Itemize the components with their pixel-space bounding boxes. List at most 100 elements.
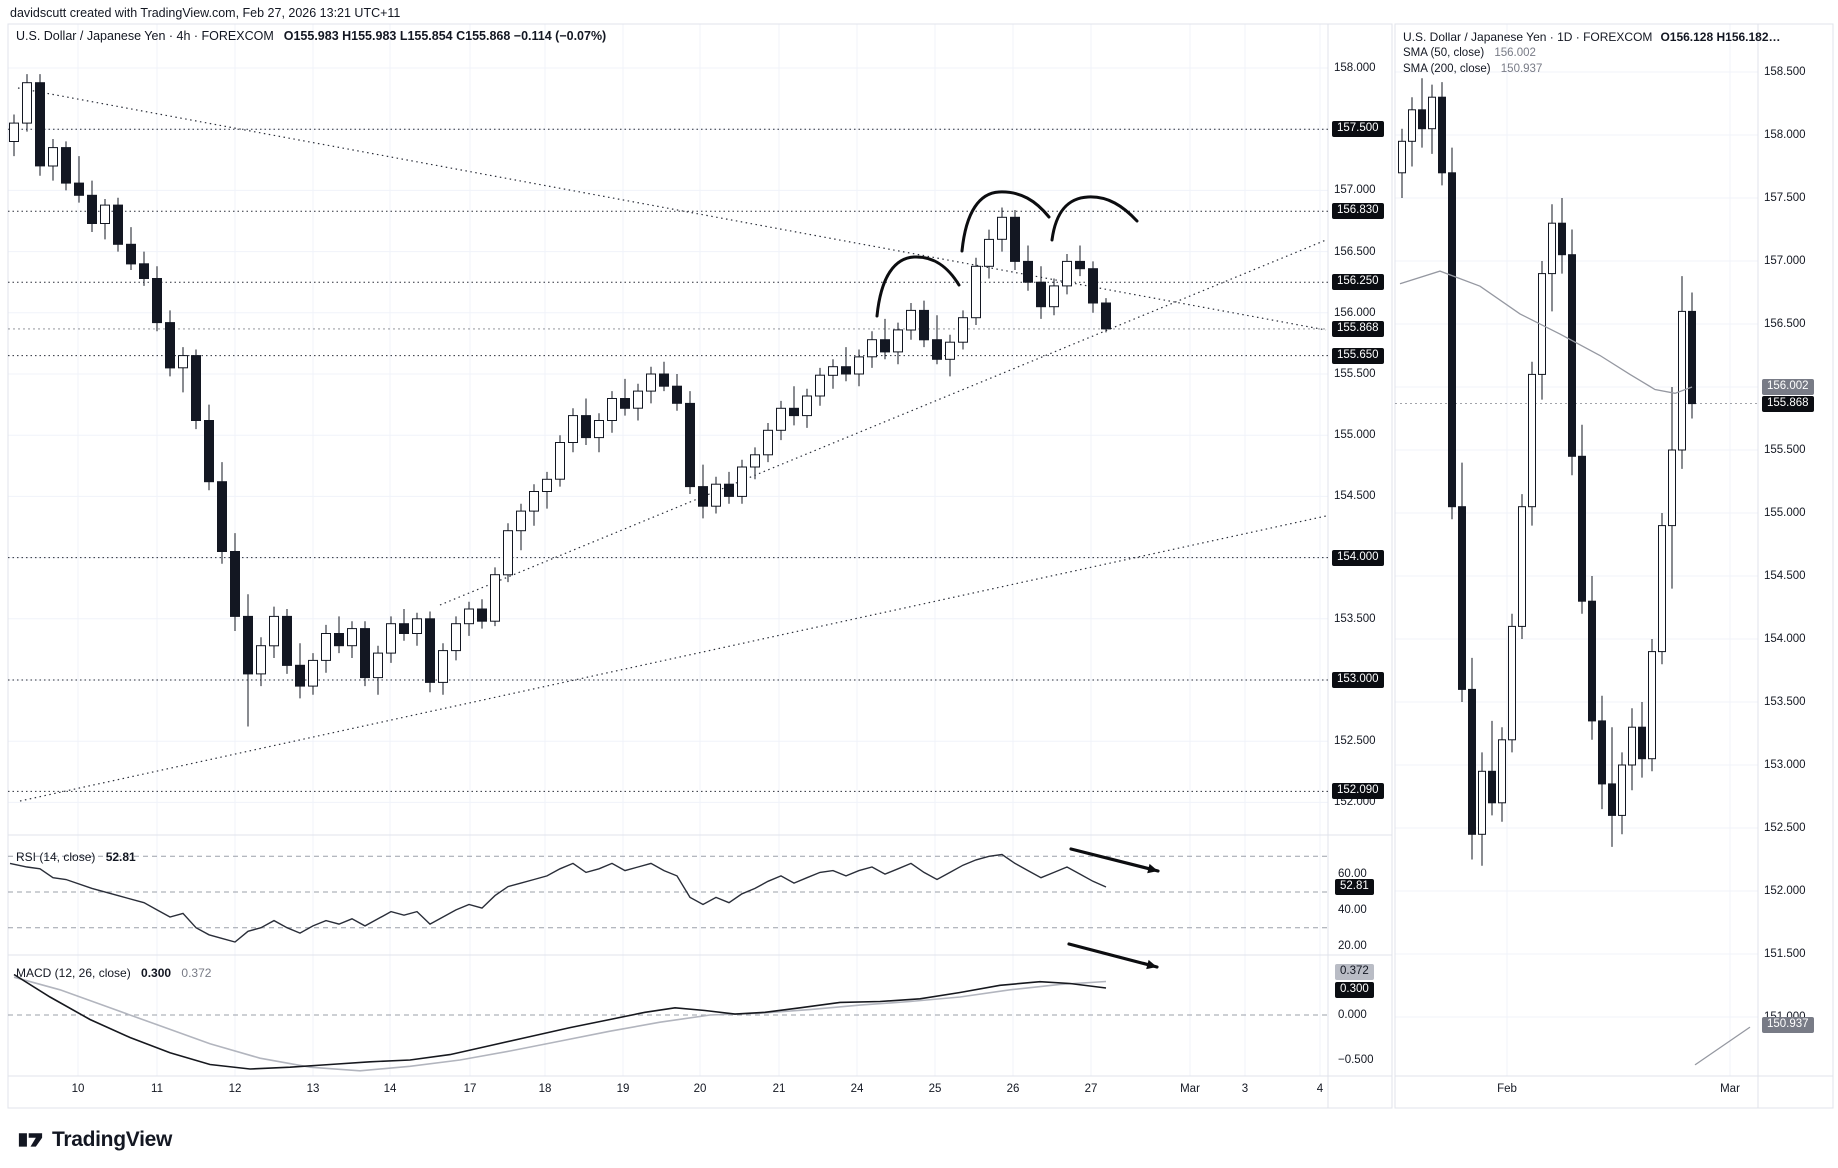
hump-arc-drawing [875,255,961,318]
candle [1062,260,1072,287]
candle [1458,506,1466,690]
price-label: 152.000 [1764,885,1806,897]
price-badge: 155.650 [1332,347,1384,364]
right-candles-group [1398,78,1696,866]
price-badge: 152.090 [1332,783,1384,800]
candle [737,466,747,497]
candle [9,122,19,142]
candle [932,339,942,360]
candle [659,373,669,387]
price-badge: 153.000 [1332,672,1384,688]
candle [74,182,84,196]
candle [1678,310,1686,451]
candle [685,402,695,488]
candle [1548,222,1556,275]
left-chart-legend[interactable]: U.S. Dollar / Japanese Yen · 4h · FOREXC… [16,29,606,43]
time-label: 14 [383,1083,397,1095]
candle [412,618,422,634]
candle [217,481,227,553]
price-label: 156.500 [1764,318,1806,330]
candle [906,309,916,331]
time-label: 25 [928,1083,942,1095]
candle [802,395,812,417]
sma200-line [1694,1026,1751,1066]
candle [1508,625,1516,741]
price-badge: 155.868 [1332,320,1384,337]
price-badge: 157.500 [1332,121,1384,138]
time-label: 18 [538,1083,552,1095]
credit-line: davidscutt created with TradingView.com,… [10,6,401,20]
right-time-scale[interactable]: Feb Mar [0,1083,1838,1107]
rsi-legend[interactable]: RSI (14, close) 52.81 [16,850,136,864]
candle [152,278,162,324]
candle [230,551,240,617]
candle [1088,268,1098,304]
candle [1638,726,1646,760]
tradingview-logo[interactable]: TradingView [18,1127,172,1152]
rsi-axis-label: 20.00 [1338,939,1367,952]
candle [204,420,214,483]
candle [1538,273,1546,375]
candle [386,623,396,654]
sma50-label: SMA (50, close) [1403,47,1485,59]
price-label: 156.000 [1334,306,1376,319]
candle [1688,310,1696,405]
price-label: 155.500 [1764,444,1806,456]
candle [1618,764,1626,816]
macd-value-badge: 0.372 [1335,964,1374,980]
candle [633,390,643,409]
candle [1398,140,1406,174]
hump-arc-drawing [1050,195,1139,242]
trendline [19,515,1327,802]
rsi-arrow-drawing [1069,847,1160,873]
left-time-scale[interactable]: 10 11 12 13 14 17 18 19 20 21 24 25 26 27 Mar 3 4 [0,1083,1838,1107]
candle [334,633,344,647]
macd-legend[interactable]: MACD (12, 26, close) 0.300 0.372 [16,966,211,980]
left-symbol-title: U.S. Dollar / Japanese Yen · 4h · FOREXC… [16,29,274,43]
sma50-legend[interactable]: SMA (50, close) 156.002 [1403,47,1536,59]
time-label: 27 [1084,1083,1098,1095]
candle [776,407,786,431]
price-label: 157.500 [1764,192,1806,204]
candle [789,407,799,417]
candle [1568,254,1576,457]
candle [100,204,110,225]
price-label: 152.500 [1764,822,1806,834]
price-label: 158.500 [1764,66,1806,78]
right-chart-legend[interactable]: U.S. Dollar / Japanese Yen · 1D · FOREXC… [1403,30,1781,44]
candle [425,618,435,683]
sma50-line [1399,270,1693,394]
right-symbol-title: U.S. Dollar / Japanese Yen · 1D · FOREXC… [1403,30,1653,44]
candle [178,355,188,369]
tradingview-logo-text: TradingView [52,1127,173,1151]
rsi-line [9,853,1107,943]
candle [1658,525,1666,653]
sma200-legend[interactable]: SMA (200, close) 150.937 [1403,63,1542,75]
sma200-label: SMA (200, close) [1403,63,1491,75]
candle [646,373,656,392]
rsi-axis-label: 60.00 [1338,868,1367,881]
macd-label: MACD (12, 26, close) [16,966,131,980]
time-label: 21 [772,1083,786,1095]
candle [373,652,383,679]
time-label: 20 [693,1083,707,1095]
candle [841,366,851,375]
candle [1023,260,1033,283]
candle [1648,651,1656,760]
candle [1628,726,1636,766]
candle [516,510,526,532]
rsi-arrow-drawing-head [1147,863,1158,874]
candle [919,309,929,341]
candle [360,628,370,679]
macd-signal-line [13,976,1107,1072]
candle [295,664,305,687]
candle [542,478,552,492]
time-label: Feb [1497,1083,1517,1095]
macd-arrow-drawing [1067,942,1159,969]
candle [269,615,279,647]
candle [893,329,903,353]
candle [1488,770,1496,804]
candle [1049,285,1059,308]
